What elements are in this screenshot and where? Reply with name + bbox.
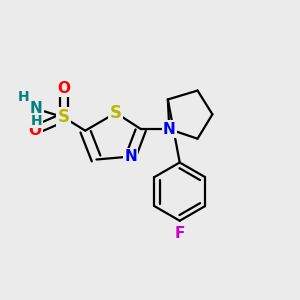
Text: N: N bbox=[124, 149, 137, 164]
Text: O: O bbox=[57, 81, 70, 96]
Text: H: H bbox=[30, 114, 42, 128]
Text: N: N bbox=[30, 101, 43, 116]
Text: O: O bbox=[28, 123, 41, 138]
Text: F: F bbox=[175, 226, 185, 241]
Text: S: S bbox=[110, 104, 122, 122]
Text: H: H bbox=[18, 90, 29, 104]
Text: S: S bbox=[58, 108, 70, 126]
Text: N: N bbox=[163, 122, 176, 137]
